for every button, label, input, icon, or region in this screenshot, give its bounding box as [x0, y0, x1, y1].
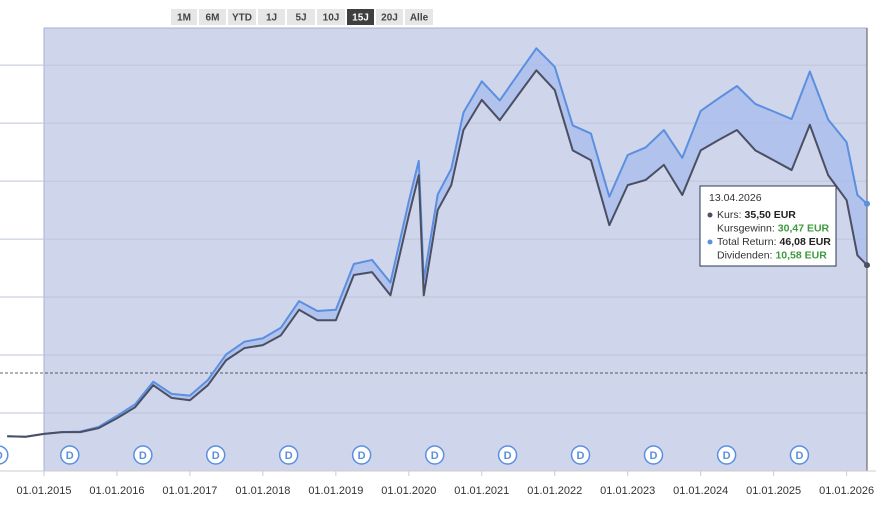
dividend-marker-label: D — [650, 450, 658, 462]
dividend-marker-label: D — [723, 450, 731, 462]
dividend-marker — [278, 445, 299, 465]
x-tick-label: 01.01.2017 — [162, 485, 217, 497]
dividend-marker — [60, 445, 80, 465]
dividend-marker — [351, 445, 372, 465]
x-tick-label: 01.01.2015 — [16, 485, 71, 497]
tooltip-label: Total Return: — [717, 236, 777, 248]
dividend-marker — [205, 445, 226, 465]
range-button-label[interactable]: 20J — [381, 13, 398, 24]
tooltip-label: Dividenden: — [717, 249, 772, 261]
tooltip-row: Kurs: 35,50 EUR — [717, 209, 796, 221]
range-button-label[interactable]: 1J — [266, 13, 277, 24]
tooltip-dot — [707, 239, 713, 245]
dividend-marker — [0, 445, 9, 465]
hover-point — [864, 200, 870, 207]
x-tick-label: 01.01.2022 — [527, 485, 582, 497]
dividend-marker — [789, 445, 810, 465]
tooltip-value: 46,08 EUR — [780, 236, 832, 248]
range-button-label[interactable]: YTD — [232, 13, 252, 24]
hover-point — [864, 262, 870, 269]
range-button-label[interactable]: 10J — [323, 13, 340, 24]
tooltip-row: Dividenden: 10,58 EUR — [717, 249, 827, 261]
x-tick-label: 01.01.2016 — [89, 485, 144, 497]
dividend-marker-label: D — [66, 450, 74, 462]
dividend-marker — [497, 445, 518, 465]
x-tick-label: 01.01.2023 — [600, 485, 655, 497]
tooltip-dot — [707, 212, 713, 218]
range-button[interactable] — [171, 9, 197, 25]
range-button[interactable] — [228, 9, 256, 25]
x-tick-label: 01.01.2025 — [746, 485, 801, 497]
range-button[interactable] — [405, 9, 433, 25]
dividend-band — [7, 48, 868, 437]
series-line — [7, 69, 868, 438]
dividend-marker-label: D — [504, 450, 512, 462]
range-button-label[interactable]: 5J — [295, 13, 306, 24]
tooltip-date: 13.04.2026 — [709, 192, 762, 204]
tooltip-label: Kurs: — [717, 209, 742, 221]
tooltip — [699, 185, 837, 267]
dividend-marker-label: D — [139, 450, 147, 462]
range-button[interactable] — [376, 9, 403, 25]
tooltip-value: 10,58 EUR — [775, 249, 827, 261]
dividend-marker — [133, 445, 153, 465]
dividend-marker — [716, 445, 737, 465]
range-button-label[interactable]: Alle — [410, 13, 429, 24]
range-button[interactable] — [258, 9, 285, 25]
x-tick-label: 01.01.2024 — [673, 485, 728, 497]
x-tick-label: 01.01.2020 — [381, 485, 436, 497]
range-button[interactable] — [347, 9, 374, 25]
series-line — [7, 47, 868, 438]
range-button-label[interactable]: 6M — [206, 13, 220, 24]
x-tick-label: 01.01.2021 — [454, 485, 509, 497]
tooltip-value: 35,50 EUR — [745, 209, 797, 221]
dividend-marker-label: D — [0, 450, 3, 462]
dividend-marker — [570, 445, 591, 465]
dividend-marker-label: D — [795, 450, 803, 462]
tooltip-row: Total Return: 46,08 EUR — [717, 236, 831, 248]
dividend-marker-label: D — [212, 450, 220, 462]
range-button[interactable] — [199, 9, 226, 25]
dividend-marker-label: D — [577, 450, 585, 462]
x-tick-label: 01.01.2019 — [308, 485, 363, 497]
dividend-marker — [643, 445, 664, 465]
dividend-marker — [424, 445, 445, 465]
dividend-marker-label: D — [431, 450, 439, 462]
range-button[interactable] — [287, 9, 315, 25]
dividend-marker-label: D — [285, 450, 293, 462]
tooltip-value: 30,47 EUR — [778, 222, 830, 234]
range-button[interactable] — [317, 9, 345, 25]
tooltip-row: Kursgewinn: 30,47 EUR — [717, 222, 830, 234]
range-button-label[interactable]: 1M — [177, 13, 191, 24]
x-tick-label: 01.01.2026 — [819, 485, 874, 497]
x-tick-label: 01.01.2018 — [235, 485, 290, 497]
dividend-marker-label: D — [358, 450, 366, 462]
tooltip-label: Kursgewinn: — [717, 222, 775, 234]
range-button-label[interactable]: 15J — [352, 13, 369, 24]
